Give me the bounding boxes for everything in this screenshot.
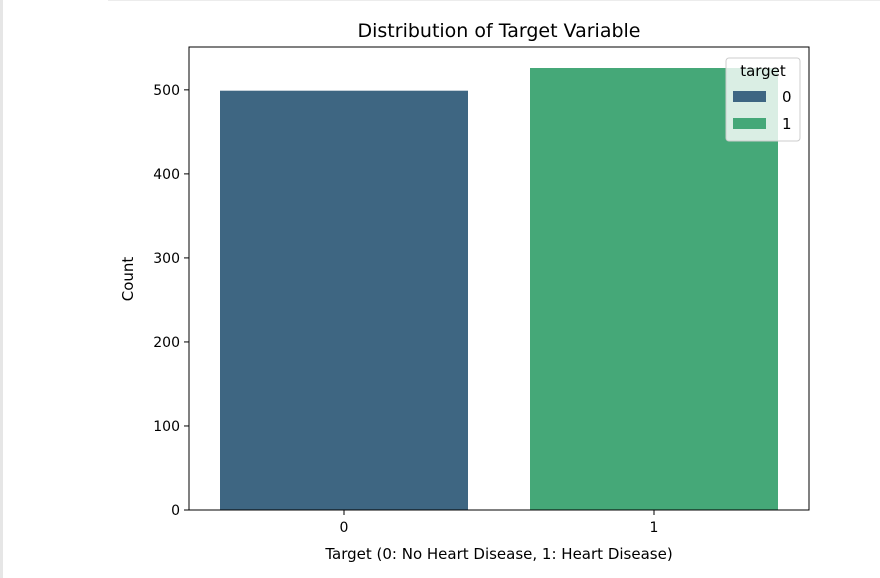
legend-swatch-0 [733, 91, 766, 102]
legend-label-1: 1 [782, 115, 792, 133]
bar-1 [530, 68, 778, 510]
bars-group [220, 68, 778, 510]
legend-swatch-1 [733, 118, 766, 129]
y-tick-label: 100 [153, 419, 180, 435]
legend-title: target [740, 62, 786, 80]
cell-gutter [0, 0, 3, 578]
cell-divider [108, 0, 880, 1]
chart-title: Distribution of Target Variable [358, 20, 641, 42]
y-axis-label: Count [119, 257, 137, 302]
y-tick-label: 300 [153, 251, 180, 267]
bar-0 [220, 90, 468, 510]
y-tick-label: 0 [171, 503, 180, 519]
y-tick-label: 400 [153, 167, 180, 183]
y-axis-ticks: 0 100 200 300 400 500 [153, 83, 189, 519]
x-axis-label: Target (0: No Heart Disease, 1: Heart Di… [324, 545, 672, 563]
plot-frame [188, 46, 810, 511]
x-tick-label: 0 [340, 520, 349, 536]
legend: target 0 1 [725, 57, 801, 142]
y-tick-label: 500 [153, 83, 180, 99]
legend-label-0: 0 [782, 88, 792, 106]
x-tick-label: 1 [650, 520, 659, 536]
y-tick-label: 200 [153, 335, 180, 351]
